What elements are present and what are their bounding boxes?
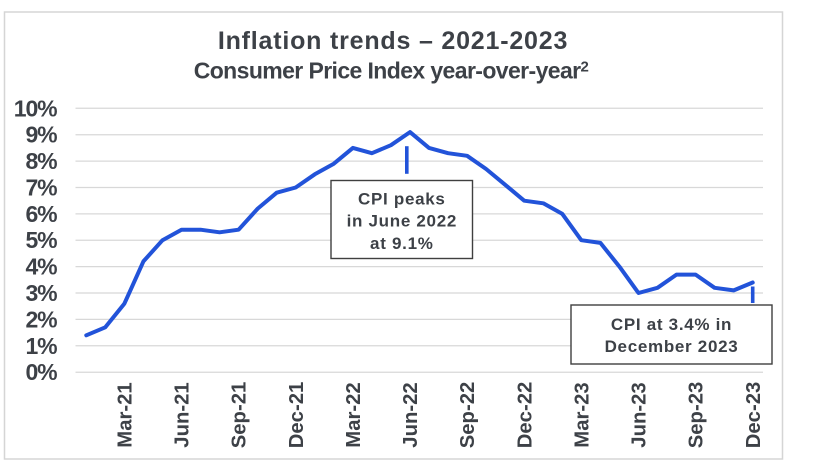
svg-text:1%: 1% <box>25 333 57 359</box>
svg-text:3%: 3% <box>25 280 57 306</box>
svg-text:Jun-22: Jun-22 <box>400 382 422 447</box>
svg-text:Sep-21: Sep-21 <box>229 382 251 449</box>
svg-text:9%: 9% <box>25 122 57 148</box>
svg-text:December 2023: December 2023 <box>605 337 739 356</box>
svg-text:Consumer Price Index year-over: Consumer Price Index year-over-year2 <box>194 57 589 83</box>
svg-text:Sep-22: Sep-22 <box>457 382 479 449</box>
svg-text:Inflation trends – 2021-2023: Inflation trends – 2021-2023 <box>218 27 568 55</box>
svg-text:2%: 2% <box>25 306 57 332</box>
svg-text:4%: 4% <box>25 254 57 280</box>
svg-text:Mar-22: Mar-22 <box>343 382 365 447</box>
svg-text:6%: 6% <box>25 201 57 227</box>
svg-text:Jun-23: Jun-23 <box>629 382 651 447</box>
svg-text:in June 2022: in June 2022 <box>347 212 457 231</box>
svg-text:Dec-21: Dec-21 <box>286 382 308 449</box>
svg-text:7%: 7% <box>25 175 57 201</box>
svg-text:8%: 8% <box>25 148 57 174</box>
svg-text:0%: 0% <box>25 359 57 385</box>
svg-text:CPI peaks: CPI peaks <box>358 190 446 209</box>
svg-text:Sep-23: Sep-23 <box>686 382 708 449</box>
svg-text:10%: 10% <box>14 95 57 121</box>
svg-text:Dec-22: Dec-22 <box>514 382 536 449</box>
svg-text:5%: 5% <box>25 227 57 253</box>
svg-text:Jun-21: Jun-21 <box>172 382 194 447</box>
svg-text:CPI at 3.4% in: CPI at 3.4% in <box>611 315 732 334</box>
svg-text:Mar-23: Mar-23 <box>571 382 593 447</box>
svg-text:at 9.1%: at 9.1% <box>370 234 434 253</box>
svg-text:Dec-23: Dec-23 <box>743 382 765 449</box>
svg-text:Mar-21: Mar-21 <box>115 382 137 447</box>
